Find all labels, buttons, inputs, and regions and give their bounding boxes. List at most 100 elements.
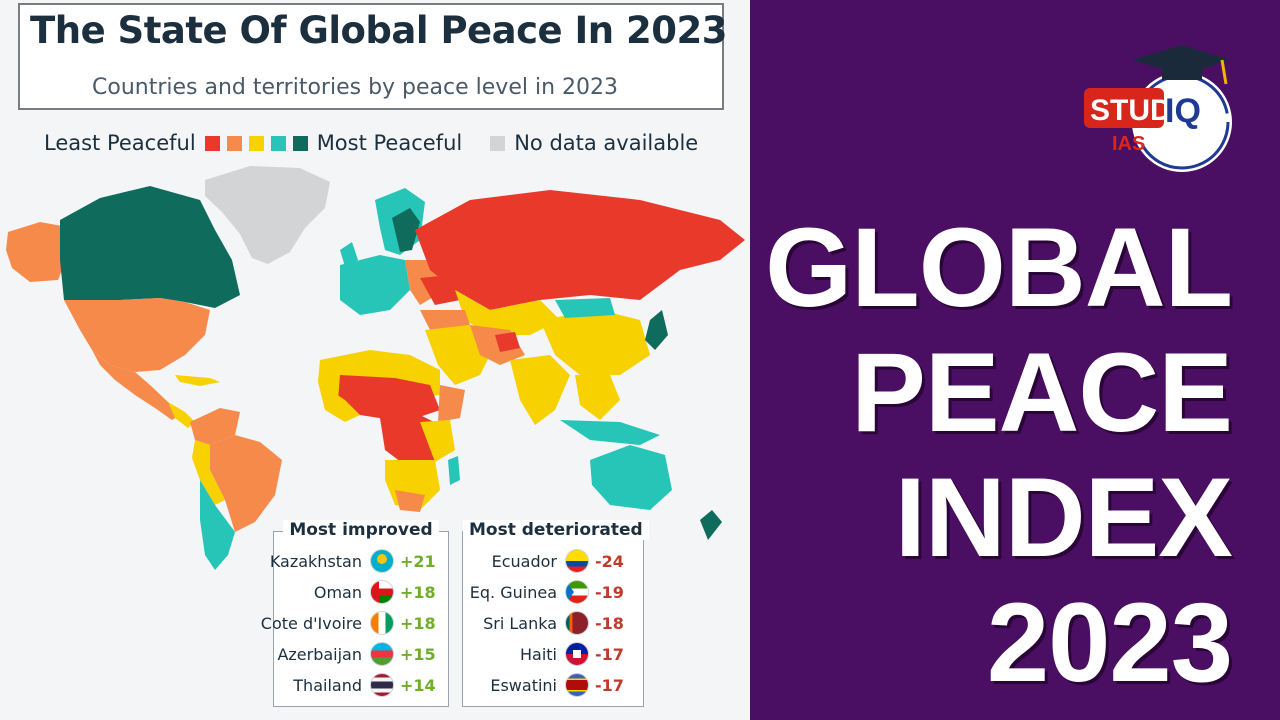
central-america-region <box>168 402 195 428</box>
logo-ias-text: IAS <box>1112 133 1145 155</box>
kazakhstan-region <box>455 290 560 335</box>
oman-flag-icon <box>370 580 394 604</box>
rank-change: -17 <box>595 675 624 695</box>
horn-africa-region <box>438 385 465 422</box>
improved-row: Azerbaijan +15 <box>274 639 448 669</box>
legend-nodata-label: No data available <box>514 131 699 155</box>
rank-change: -24 <box>595 551 624 571</box>
east-africa-region <box>420 420 455 462</box>
deteriorated-row: Eq. Guinea -19 <box>463 577 643 607</box>
improved-row: Oman +18 <box>274 577 448 607</box>
kazakhstan-flag-icon <box>370 549 394 573</box>
most-improved-table: Most improved Kazakhstan +21 Oman +18 Co… <box>261 520 449 707</box>
improved-row: Cote d'Ivoire +18 <box>261 608 448 638</box>
country-name: Sri Lanka <box>483 613 557 633</box>
improved-row: Thailand +14 <box>274 670 448 700</box>
mexico-region <box>92 350 180 420</box>
country-name: Eswatini <box>490 675 557 695</box>
logo-study-text: STUDY <box>1090 94 1192 127</box>
caribbean-region <box>175 375 220 386</box>
china-region <box>540 310 650 375</box>
rank-change: -17 <box>595 644 624 664</box>
improved-row: Kazakhstan +21 <box>270 546 448 576</box>
turkey-region <box>420 310 470 330</box>
deteriorated-row: Haiti -17 <box>463 639 643 669</box>
cote-divoire-flag-icon <box>370 611 394 635</box>
country-name: Haiti <box>520 644 557 664</box>
south-africa-region <box>395 490 425 512</box>
mongolia-region <box>555 298 615 318</box>
norway-region <box>392 208 420 252</box>
madagascar-region <box>448 456 460 485</box>
rank-change: +21 <box>400 551 436 571</box>
greenland-region <box>205 166 330 264</box>
most-improved-heading: Most improved <box>283 520 439 540</box>
country-name: Eq. Guinea <box>469 582 557 602</box>
title-box: The State Of Global Peace In 2023 Countr… <box>18 3 728 110</box>
afghanistan-region <box>495 332 520 352</box>
infographic-title: The State Of Global Peace In 2023 <box>30 9 728 52</box>
colombia-venezuela-region <box>190 408 240 445</box>
legend-swatch-2 <box>226 135 242 151</box>
west-africa-region <box>318 382 360 422</box>
sri-lanka-flag-icon <box>565 611 589 635</box>
logo-iq-text: IQ <box>1165 92 1201 130</box>
legend-swatch-nodata <box>490 135 506 151</box>
usa-region <box>64 298 210 372</box>
rank-change: +14 <box>400 675 436 695</box>
most-deteriorated-table: Most deteriorated Ecuador -24 Eq. Guinea… <box>462 520 649 707</box>
graduation-cap-icon <box>1132 45 1230 75</box>
eswatini-flag-icon <box>565 673 589 697</box>
alaska-region <box>6 222 66 282</box>
deteriorated-row: Sri Lanka -18 <box>463 608 643 638</box>
indonesia-region <box>560 420 660 445</box>
legend-swatch-least <box>204 135 220 151</box>
legend-swatch-4 <box>270 135 286 151</box>
country-name: Azerbaijan <box>277 644 362 664</box>
thailand-flag-icon <box>370 673 394 697</box>
country-name: Cote d'Ivoire <box>260 613 362 633</box>
country-name: Oman <box>313 582 362 602</box>
azerbaijan-flag-icon <box>370 642 394 666</box>
infographic-subtitle: Countries and territories by peace level… <box>92 75 619 100</box>
india-region <box>510 355 570 425</box>
country-name: Thailand <box>293 675 362 695</box>
headline-line: 2023 <box>986 580 1233 705</box>
map-legend: Least Peaceful Most Peaceful No data ava… <box>42 130 700 156</box>
studyiq-logo: STUDY IQ IAS <box>1082 40 1247 180</box>
rank-change: -18 <box>595 613 624 633</box>
legend-least-label: Least Peaceful <box>44 131 196 155</box>
rank-change: +18 <box>400 613 436 633</box>
deteriorated-row: Eswatini -17 <box>463 670 643 700</box>
brazil-region <box>210 435 282 532</box>
country-name: Kazakhstan <box>269 551 362 571</box>
new-zealand-region <box>700 510 722 540</box>
russia-region <box>415 190 745 310</box>
argentina-chile-region <box>200 480 235 570</box>
deteriorated-row: Ecuador -24 <box>463 546 643 576</box>
headline-line: GLOBAL <box>765 205 1233 330</box>
infographic-panel: The State Of Global Peace In 2023 Countr… <box>0 0 750 720</box>
legend-swatch-3 <box>248 135 264 151</box>
cap-tassel <box>1220 59 1228 85</box>
eq-guinea-flag-icon <box>565 580 589 604</box>
headline-line: INDEX <box>894 455 1233 580</box>
legend-swatch-most <box>292 135 308 151</box>
logo-study-bg <box>1084 88 1164 128</box>
japan-region <box>645 310 668 350</box>
rank-change: +15 <box>400 644 436 664</box>
ecuador-flag-icon <box>565 549 589 573</box>
rank-change: +18 <box>400 582 436 602</box>
source-logo-placeholder <box>32 72 74 106</box>
rank-change: -19 <box>595 582 624 602</box>
world-map <box>6 166 745 570</box>
legend-most-label: Most Peaceful <box>316 131 463 155</box>
country-name: Ecuador <box>491 551 557 571</box>
sahel-region <box>338 375 440 422</box>
southeast-asia-region <box>575 375 620 420</box>
headline: GLOBAL PEACE INDEX 2023 <box>760 205 1270 705</box>
peru-bolivia-region <box>192 440 225 505</box>
australia-region <box>590 445 672 510</box>
headline-line: PEACE <box>851 330 1233 455</box>
most-deteriorated-heading: Most deteriorated <box>463 520 649 540</box>
